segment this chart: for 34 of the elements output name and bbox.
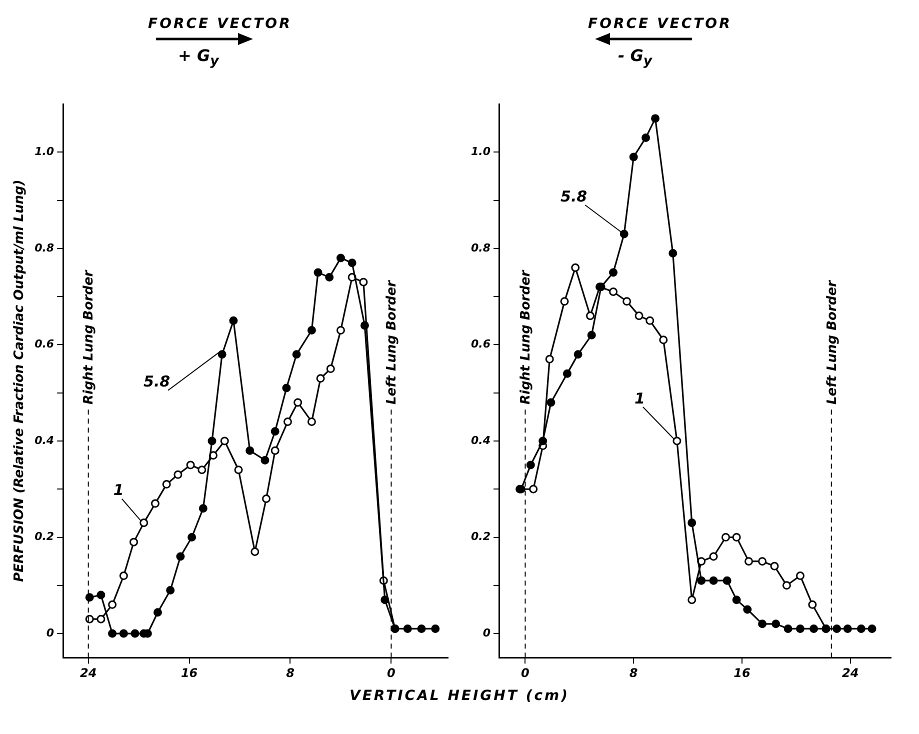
- x-tick-label: 16: [180, 666, 198, 680]
- y-axis-title: PERFUSION (Relative Fraction Cardiac Output/ml Lung): [12, 180, 28, 582]
- chart-title: FORCE VECTOR: [588, 16, 733, 32]
- x-tick-label: 8: [629, 666, 638, 680]
- x-tick-label: 16: [734, 666, 750, 680]
- x-tick-label: 24: [842, 666, 859, 680]
- text: 5.8: [144, 372, 170, 391]
- y-tick-label: 1.0: [34, 145, 54, 158]
- y-tick-label: 0.2: [34, 530, 54, 544]
- y-tick-label: 0.4: [34, 434, 54, 447]
- y-tick-label: 0.6: [34, 338, 54, 351]
- ref-line-label: Left Lung Border: [824, 278, 840, 404]
- y-tick-label: 0.6: [470, 338, 491, 351]
- series-label: 1: [634, 389, 645, 408]
- chart-subtitle: + G$_{y}$: [178, 46, 220, 70]
- x-tick-label: 8: [286, 666, 294, 680]
- x-axis-title: VERTICAL HEIGHT (cm): [348, 688, 571, 704]
- text: 5.8: [560, 187, 588, 206]
- y-tick-label: 0.8: [470, 241, 491, 254]
- x-tick-label: 0: [521, 666, 530, 680]
- y-tick-label: 0.4: [470, 434, 490, 447]
- ref-line-label: Right Lung Border: [518, 268, 534, 404]
- y-tick-label: 1.0: [470, 145, 491, 158]
- y-tick-label: 0.8: [34, 241, 54, 254]
- y-tick-label: 0: [482, 626, 491, 640]
- x-tick-label: 24: [80, 666, 97, 680]
- ref-line-label: Left Lung Border: [384, 278, 400, 404]
- x-tick-label: 0: [387, 666, 396, 680]
- series-label: 1: [113, 481, 124, 500]
- y-tick-label: 0.2: [470, 530, 491, 544]
- chart-title: FORCE VECTOR: [148, 16, 293, 32]
- ref-line-label: Right Lung Border: [82, 268, 97, 404]
- y-tick-label: 0: [46, 626, 54, 640]
- chart-subtitle: - G$_{y}$: [618, 46, 654, 70]
